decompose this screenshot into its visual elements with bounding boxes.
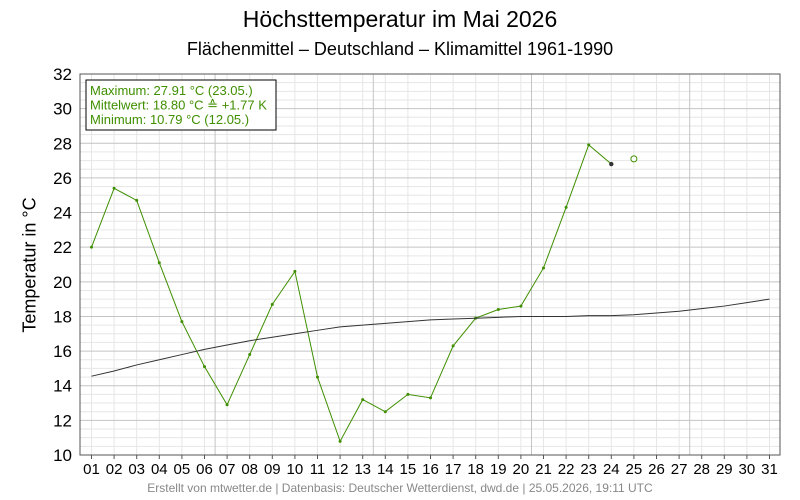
x-tick-label: 05: [174, 461, 191, 478]
daily-max-line: [91, 143, 612, 443]
x-tick-label: 24: [603, 461, 620, 478]
x-tick-label: 02: [106, 461, 123, 478]
y-tick-label: 10: [53, 446, 72, 465]
x-tick-label: 03: [128, 461, 145, 478]
x-tick-label: 29: [716, 461, 733, 478]
data-point: [112, 186, 116, 190]
x-tick-label: 31: [761, 461, 778, 478]
y-tick-label: 18: [53, 307, 72, 326]
data-point: [90, 245, 93, 249]
data-point: [157, 261, 161, 265]
x-tick-label: 06: [196, 461, 213, 478]
legend-line: Minimum: 10.79 °C (12.05.): [90, 112, 249, 127]
data-point: [609, 161, 614, 167]
y-tick-label: 16: [53, 342, 72, 361]
y-tick-label: 20: [53, 273, 72, 292]
x-tick-label: 13: [354, 461, 371, 478]
data-point: [429, 396, 432, 400]
data-point: [135, 198, 139, 202]
x-tick-label: 15: [400, 461, 417, 478]
x-tick-label: 12: [332, 461, 349, 478]
legend-frame: [85, 79, 277, 131]
data-point: [316, 375, 319, 379]
data-point: [383, 410, 387, 414]
legend-line: Maximum: 27.91 °C (23.05.): [90, 83, 253, 98]
x-tick-label: 08: [241, 461, 258, 478]
x-tick-label: 20: [513, 461, 530, 478]
axis-layer: 10 12 14 16 18 20 22 24 26 28 30 32 01 02 03 04 05 06 07 08…: [53, 65, 781, 478]
legend-line: Mittelwert: 18.80 °C ≙ +1.77 K: [90, 98, 267, 113]
x-tick-label: 23: [580, 461, 597, 478]
y-tick-label: 28: [53, 134, 72, 153]
data-point: [203, 365, 206, 369]
data-point: [542, 266, 545, 270]
series-layer: [90, 143, 770, 443]
forecast-point: [630, 155, 638, 163]
x-tick-label: 22: [558, 461, 575, 478]
data-point: [587, 143, 591, 147]
data-point: [564, 205, 568, 209]
x-tick-label: 21: [535, 461, 552, 478]
x-tick-label: 11: [310, 461, 326, 478]
y-tick-label: 22: [53, 238, 72, 257]
data-point: [361, 398, 365, 402]
data-point: [338, 439, 342, 443]
data-point: [406, 392, 410, 396]
x-tick-label: 27: [671, 461, 688, 478]
x-tick-label: 14: [377, 461, 394, 478]
x-tick-label: 09: [264, 461, 281, 478]
x-tick-label: 30: [739, 461, 756, 478]
footer-credit: Erstellt von mtwetter.de | Datenbasis: D…: [147, 481, 653, 495]
minor-gridlines: [80, 74, 780, 455]
y-tick-label: 26: [53, 169, 72, 188]
data-point: [519, 304, 523, 308]
x-tick-label: 18: [467, 461, 484, 478]
x-tick-label: 17: [445, 461, 462, 478]
data-point: [248, 353, 252, 357]
data-point: [293, 269, 297, 273]
y-tick-label: 24: [53, 204, 72, 223]
x-tick-label: 04: [151, 461, 168, 478]
x-tick-label: 28: [693, 461, 710, 478]
chart-title: Höchsttemperatur im Mai 2026: [242, 6, 558, 32]
y-tick-label: 30: [53, 100, 72, 119]
x-tick-label: 01: [83, 461, 100, 478]
y-tick-label: 32: [53, 65, 72, 84]
x-tick-label: 19: [490, 461, 507, 478]
data-point: [496, 308, 500, 312]
x-tick-label: 16: [422, 461, 439, 478]
data-point: [180, 320, 184, 324]
data-point: [270, 302, 274, 306]
x-tick-label: 07: [219, 461, 236, 478]
climate-mean-line: [91, 298, 770, 377]
y-tick-label: 14: [53, 377, 72, 396]
y-tick-label: 12: [53, 411, 72, 430]
legend-box: Maximum: 27.91 °C (23.05.)Mittelwert: 18…: [85, 79, 277, 131]
major-gridlines: [80, 73, 780, 456]
data-point: [451, 344, 455, 348]
chart-subtitle: Flächenmittel – Deutschland – Klimamitte…: [186, 39, 614, 59]
x-tick-label: 26: [648, 461, 665, 478]
x-tick-label: 25: [626, 461, 643, 478]
x-tick-label: 10: [287, 461, 304, 478]
data-point: [225, 403, 229, 407]
